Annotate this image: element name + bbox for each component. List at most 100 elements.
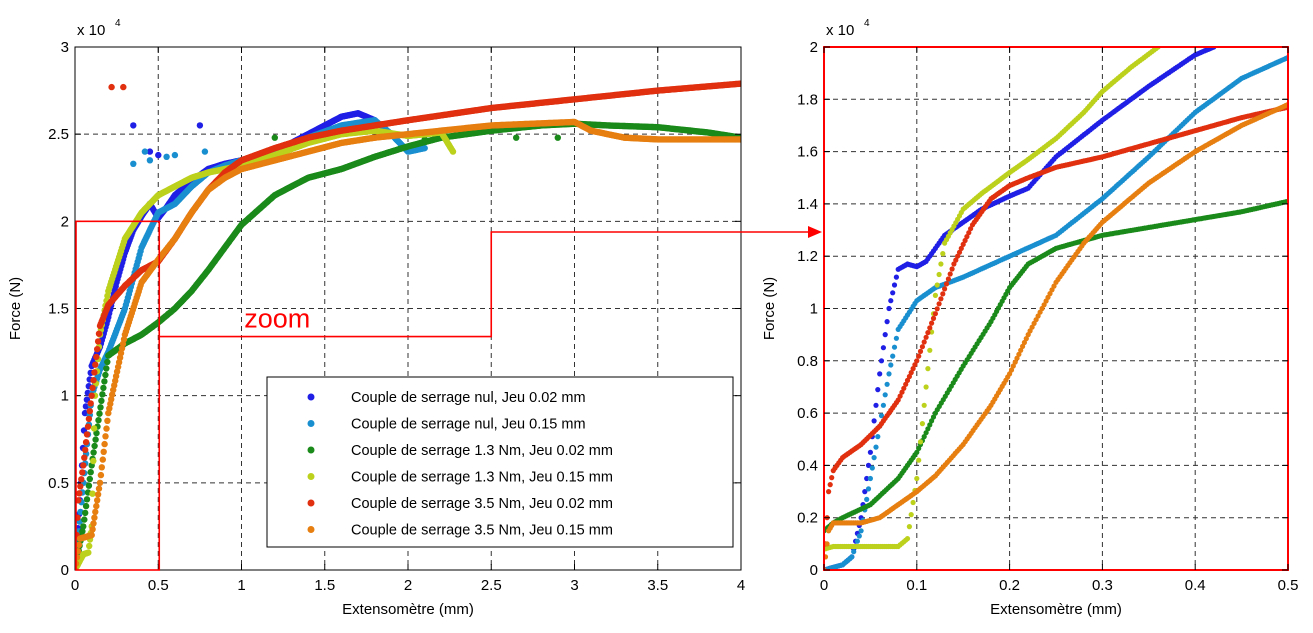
left-data-point bbox=[94, 497, 101, 504]
right-data-point bbox=[910, 366, 916, 372]
right-data-point bbox=[1007, 371, 1013, 377]
left-data-point bbox=[93, 502, 100, 510]
right-xtick-label: 0 bbox=[820, 577, 828, 594]
right-ytick-label: 0.6 bbox=[797, 405, 818, 422]
left-outlier-point bbox=[155, 151, 162, 159]
left-data-point bbox=[85, 549, 92, 556]
legend: Couple de serrage nul, Jeu 0.02 mmCouple… bbox=[266, 376, 734, 548]
left-data-point bbox=[82, 403, 90, 410]
right-data-point bbox=[934, 306, 940, 312]
left-data-point bbox=[79, 469, 86, 476]
right-data-point bbox=[912, 362, 918, 368]
left-data-point bbox=[89, 384, 96, 392]
left-data-point bbox=[94, 491, 102, 498]
right-data-point bbox=[829, 475, 835, 481]
right-series-4 bbox=[824, 47, 1161, 552]
left-data-point bbox=[90, 377, 97, 384]
zoom-arrowhead bbox=[808, 226, 822, 238]
right-data-point bbox=[899, 389, 905, 395]
zoom-label: zoom bbox=[244, 304, 310, 334]
left-data-point bbox=[99, 456, 107, 463]
left-data-point bbox=[81, 516, 88, 523]
right-data-point bbox=[916, 445, 922, 451]
right-data-point bbox=[958, 245, 964, 251]
right-data-point bbox=[927, 325, 933, 331]
left-data-point bbox=[98, 464, 106, 471]
right-data-point bbox=[871, 418, 877, 424]
right-data-point bbox=[886, 371, 892, 377]
left-data-point bbox=[93, 353, 100, 361]
left-data-point bbox=[93, 429, 100, 437]
right-data-point bbox=[925, 366, 931, 372]
left-data-point bbox=[100, 448, 107, 455]
right-data-point bbox=[953, 257, 959, 263]
legend-entry: Couple de serrage nul, Jeu 0.15 mm bbox=[351, 417, 586, 433]
left-outlier-point bbox=[146, 157, 154, 164]
left-chart: 0 0.5 1 1.5 2 2.5 3 3.5 400.511.522.53x 10 4Exten… bbox=[7, 18, 745, 618]
right-data-point bbox=[949, 266, 955, 272]
right-data-point bbox=[849, 554, 855, 560]
legend-marker bbox=[307, 393, 315, 401]
right-data-point bbox=[927, 347, 933, 353]
left-outlier-point bbox=[108, 83, 115, 91]
right-data-point bbox=[964, 234, 970, 240]
right-data-point bbox=[966, 230, 972, 236]
right-ytick-label: 1 bbox=[810, 301, 818, 318]
right-ytick-label: 1.8 bbox=[797, 91, 818, 108]
left-data-point bbox=[86, 475, 94, 483]
left-data-point bbox=[87, 469, 94, 476]
right-data-point bbox=[875, 434, 881, 440]
legend-marker bbox=[307, 499, 315, 507]
left-data-point bbox=[83, 496, 91, 503]
right-data-point bbox=[921, 402, 927, 408]
right-data-point bbox=[880, 345, 887, 351]
left-data-point bbox=[97, 471, 105, 479]
left-outlier-point bbox=[554, 134, 561, 141]
right-ytick-label: 0.2 bbox=[797, 510, 818, 527]
right-xtick-label: 0.1 bbox=[906, 577, 927, 594]
left-data-point bbox=[90, 425, 98, 432]
left-xtick-label: 2.5 bbox=[481, 577, 502, 594]
right-data-point bbox=[927, 422, 933, 428]
legend-marker bbox=[307, 420, 315, 427]
left-series-6 bbox=[75, 118, 741, 570]
right-data-point bbox=[955, 253, 961, 259]
right-data-point bbox=[895, 397, 901, 403]
right-chart: 0 0.1 0.2 0.3 0.4 0.500.20.40.60.811.21.41.61… bbox=[761, 18, 1298, 618]
left-outlier-point bbox=[130, 160, 137, 167]
left-data-point bbox=[737, 136, 741, 143]
right-data-point bbox=[886, 305, 892, 312]
right-data-point bbox=[1008, 367, 1015, 373]
left-data-point bbox=[91, 369, 98, 376]
legend-marker bbox=[307, 526, 315, 533]
left-data-point bbox=[104, 358, 111, 366]
left-data-point bbox=[92, 508, 99, 516]
right-data-point bbox=[856, 533, 862, 539]
legend-entry: Couple de serrage 3.5 Nm, Jeu 0.02 mm bbox=[351, 496, 613, 512]
right-data-point bbox=[884, 381, 890, 387]
left-data-point bbox=[90, 520, 97, 527]
right-ytick-label: 1.6 bbox=[797, 144, 818, 161]
right-data-point bbox=[893, 274, 900, 280]
right-xtick-label: 0.3 bbox=[1092, 577, 1113, 594]
left-data-point bbox=[75, 541, 83, 549]
right-data-point bbox=[871, 455, 877, 461]
zoom-box bbox=[75, 220, 161, 571]
right-data-point bbox=[940, 291, 946, 297]
right-ytick-label: 0.8 bbox=[797, 353, 818, 370]
right-ytick-label: 0 bbox=[810, 562, 818, 579]
left-y-multiplier: x 10 bbox=[77, 22, 105, 39]
right-xtick-label: 0.4 bbox=[1185, 577, 1206, 594]
right-data-point bbox=[938, 296, 944, 302]
right-series-5 bbox=[824, 104, 1288, 570]
right-data-point bbox=[906, 373, 913, 380]
right-data-point bbox=[923, 384, 929, 390]
left-data-point bbox=[82, 502, 90, 510]
left-data-point bbox=[81, 409, 89, 417]
left-data-point bbox=[82, 446, 89, 454]
left-xaxis-label: Extensomètre (mm) bbox=[342, 601, 474, 618]
left-data-point bbox=[89, 490, 96, 497]
legend-marker bbox=[307, 446, 315, 454]
right-ytick-label: 0.4 bbox=[797, 457, 818, 474]
right-xtick-label: 0.2 bbox=[999, 577, 1020, 594]
